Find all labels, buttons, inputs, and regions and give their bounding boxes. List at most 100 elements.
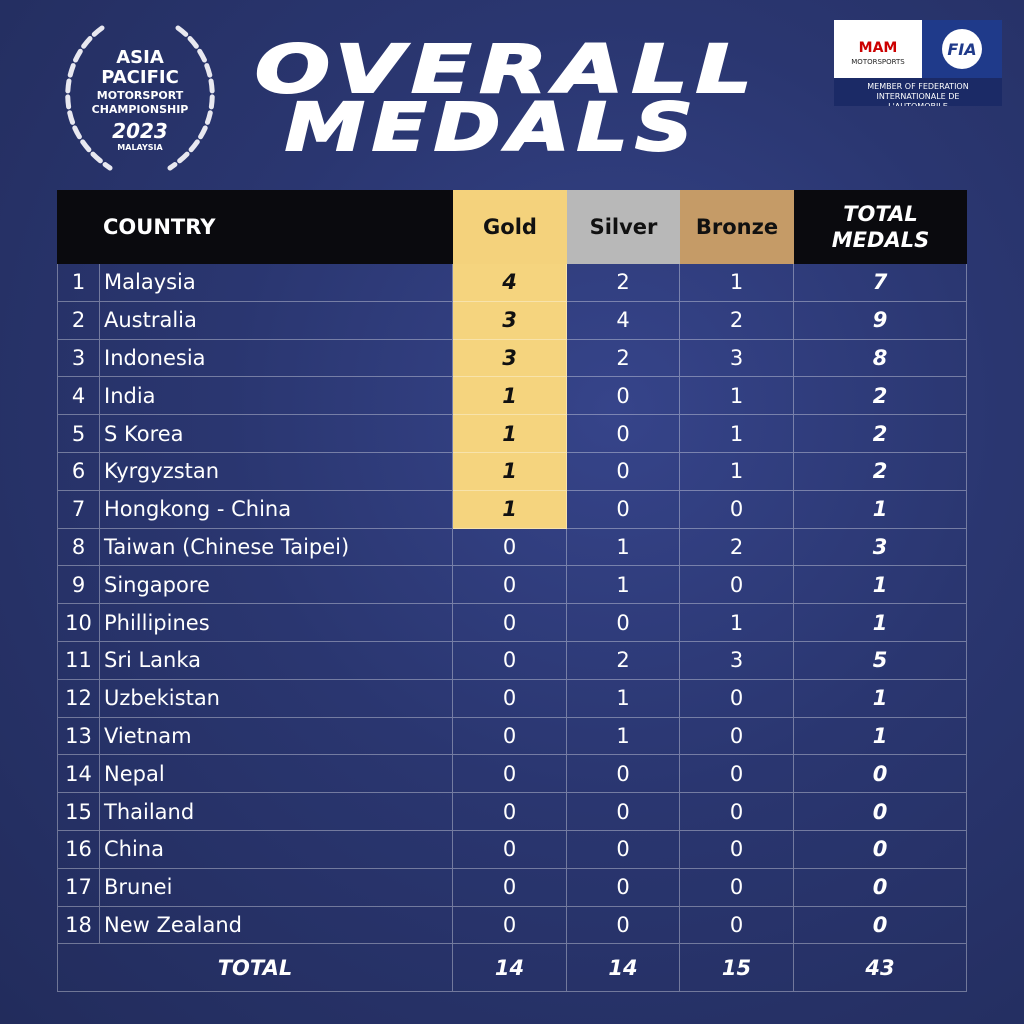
medal-count: 0 — [680, 566, 794, 605]
country: India — [100, 377, 453, 416]
medal-count: 5 — [794, 642, 967, 680]
medal-count: 2 — [794, 377, 967, 416]
championship-logo: ASIA PACIFIC MOTORSPORT CHAMPIONSHIP 202… — [65, 25, 215, 171]
total-count: 15 — [680, 944, 794, 993]
country: Singapore — [100, 566, 453, 605]
medal-count: 0 — [680, 868, 794, 907]
logo-text: PACIFIC — [101, 67, 179, 88]
medal-count: 2 — [680, 528, 794, 567]
title-line: MEDALS — [285, 89, 700, 160]
medal-count: 0 — [794, 793, 967, 831]
medal-count: 0 — [453, 604, 567, 642]
logo-text: ASIA — [116, 47, 164, 68]
medal-count: 3 — [453, 301, 567, 340]
country: Sri Lanka — [100, 642, 453, 680]
medal-count: 1 — [680, 415, 794, 453]
medal-count: 0 — [453, 868, 567, 907]
country: Nepal — [100, 755, 453, 794]
medal-count: 2 — [680, 301, 794, 340]
medal-count: 0 — [453, 831, 567, 869]
column-header: Gold — [453, 190, 567, 264]
medal-count: 1 — [794, 679, 967, 718]
medal-count: 0 — [453, 679, 567, 718]
country: China — [100, 831, 453, 869]
rank: 15 — [57, 793, 100, 831]
medal-count: 0 — [680, 793, 794, 831]
medal-count: 0 — [567, 906, 680, 945]
country: S Korea — [100, 415, 453, 453]
medal-count: 1 — [794, 490, 967, 529]
medal-count: 0 — [567, 377, 680, 416]
medal-count: 0 — [567, 831, 680, 869]
medal-count: 7 — [794, 264, 967, 302]
rank: 9 — [57, 566, 100, 605]
medal-count: 1 — [794, 566, 967, 605]
medal-count: 0 — [567, 453, 680, 491]
logo-text: CHAMPIONSHIP — [92, 103, 189, 116]
medal-count: 0 — [567, 755, 680, 794]
rank: 4 — [57, 377, 100, 416]
medal-count: 0 — [453, 793, 567, 831]
medal-count: 1 — [567, 566, 680, 605]
rank: 2 — [57, 301, 100, 340]
total-count: 43 — [794, 944, 967, 993]
column-header: Silver — [567, 190, 680, 264]
medal-count: 1 — [680, 264, 794, 302]
mam-text: MAM — [859, 40, 898, 56]
title: OVERALL MEDALS — [254, 30, 760, 160]
medal-count: 0 — [794, 831, 967, 869]
medal-count: 2 — [794, 415, 967, 453]
medal-count: 1 — [567, 679, 680, 718]
medal-count: 0 — [567, 490, 680, 529]
country: Australia — [100, 301, 453, 340]
medal-count: 1 — [453, 415, 567, 453]
partner-caption: MEMBER OF FEDERATION INTERNATIONALE DE L… — [867, 82, 969, 106]
logo-year: 2023 — [112, 119, 168, 143]
medal-count: 1 — [453, 377, 567, 416]
medal-count: 0 — [794, 906, 967, 945]
logo-text: MOTORSPORT — [97, 89, 184, 102]
medal-count: 0 — [453, 755, 567, 794]
medal-count: 2 — [567, 264, 680, 302]
medal-count: 0 — [680, 755, 794, 794]
medal-count: 1 — [453, 453, 567, 491]
medal-count: 0 — [453, 906, 567, 945]
rank: 14 — [57, 755, 100, 794]
title-line: OVERALL — [255, 31, 760, 108]
country: Indonesia — [100, 339, 453, 378]
medal-count: 1 — [794, 717, 967, 756]
medal-count: 9 — [794, 301, 967, 340]
medal-count: 3 — [794, 528, 967, 567]
mam-text: MOTORSPORTS — [851, 58, 905, 66]
rank: 6 — [57, 453, 100, 491]
medal-count: 0 — [453, 528, 567, 567]
medal-count: 0 — [567, 793, 680, 831]
total-count: 14 — [567, 944, 680, 993]
rank: 7 — [57, 490, 100, 529]
medal-count: 2 — [567, 642, 680, 680]
rank: 5 — [57, 415, 100, 453]
rank: 10 — [57, 604, 100, 642]
medal-count: 0 — [453, 566, 567, 605]
rank: 1 — [57, 264, 100, 302]
rank: 13 — [57, 717, 100, 756]
medal-count: 3 — [453, 339, 567, 378]
country: Hongkong - China — [100, 490, 453, 529]
medal-count: 0 — [680, 717, 794, 756]
rank: 8 — [57, 528, 100, 567]
total-label: TOTAL — [57, 944, 453, 993]
rank: 3 — [57, 339, 100, 378]
country: Thailand — [100, 793, 453, 831]
medal-count: 3 — [680, 642, 794, 680]
country: Brunei — [100, 868, 453, 907]
medal-count: 2 — [794, 453, 967, 491]
medal-count: 1 — [567, 528, 680, 567]
column-header: Bronze — [680, 190, 794, 264]
country: Uzbekistan — [100, 679, 453, 718]
medal-count: 0 — [567, 415, 680, 453]
medal-count: 0 — [680, 906, 794, 945]
country: Taiwan (Chinese Taipei) — [100, 528, 453, 567]
rank: 12 — [57, 679, 100, 718]
medal-count: 0 — [680, 490, 794, 529]
column-header: COUNTRY — [57, 190, 453, 264]
